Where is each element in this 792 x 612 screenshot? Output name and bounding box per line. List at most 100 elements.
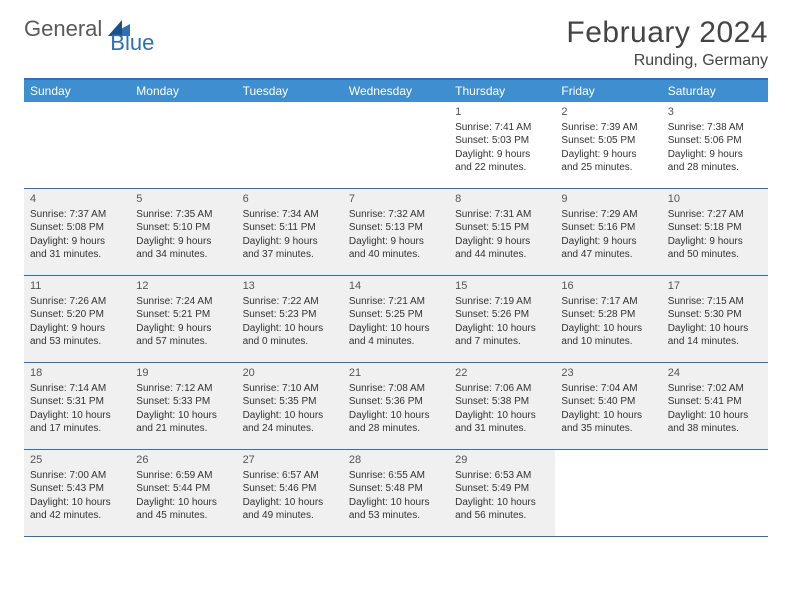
logo-text-general: General [24,16,102,42]
sunset-text: Sunset: 5:25 PM [349,308,443,322]
sunset-text: Sunset: 5:38 PM [455,395,549,409]
dl2-text: and 53 minutes. [349,509,443,523]
calendar-cell: 28Sunrise: 6:55 AMSunset: 5:48 PMDayligh… [343,450,449,536]
calendar-cell: 16Sunrise: 7:17 AMSunset: 5:28 PMDayligh… [555,276,661,362]
calendar-cell-blank [555,450,661,536]
calendar-cell: 20Sunrise: 7:10 AMSunset: 5:35 PMDayligh… [237,363,343,449]
sunrise-text: Sunrise: 6:55 AM [349,469,443,483]
dl2-text: and 40 minutes. [349,248,443,262]
calendar-cell: 27Sunrise: 6:57 AMSunset: 5:46 PMDayligh… [237,450,343,536]
calendar-cell: 17Sunrise: 7:15 AMSunset: 5:30 PMDayligh… [662,276,768,362]
sunset-text: Sunset: 5:03 PM [455,134,549,148]
dl2-text: and 22 minutes. [455,161,549,175]
sunrise-text: Sunrise: 7:14 AM [30,382,124,396]
day-header: Monday [130,80,236,102]
calendar-cell-blank [343,102,449,188]
sunrise-text: Sunrise: 7:22 AM [243,295,337,309]
dl1-text: Daylight: 9 hours [455,148,549,162]
sunset-text: Sunset: 5:11 PM [243,221,337,235]
calendar-cell: 11Sunrise: 7:26 AMSunset: 5:20 PMDayligh… [24,276,130,362]
dl1-text: Daylight: 9 hours [30,235,124,249]
location-text: Runding, Germany [566,52,768,70]
day-number: 12 [136,279,230,294]
calendar-cell: 6Sunrise: 7:34 AMSunset: 5:11 PMDaylight… [237,189,343,275]
dl2-text: and 37 minutes. [243,248,337,262]
sunset-text: Sunset: 5:36 PM [349,395,443,409]
calendar-cell: 9Sunrise: 7:29 AMSunset: 5:16 PMDaylight… [555,189,661,275]
sunrise-text: Sunrise: 7:24 AM [136,295,230,309]
sunrise-text: Sunrise: 7:10 AM [243,382,337,396]
dl1-text: Daylight: 10 hours [30,409,124,423]
dl2-text: and 57 minutes. [136,335,230,349]
dl1-text: Daylight: 10 hours [136,409,230,423]
sunrise-text: Sunrise: 7:08 AM [349,382,443,396]
day-number: 21 [349,366,443,381]
day-number: 2 [561,105,655,120]
sunrise-text: Sunrise: 7:19 AM [455,295,549,309]
calendar-cell: 19Sunrise: 7:12 AMSunset: 5:33 PMDayligh… [130,363,236,449]
day-number: 24 [668,366,762,381]
sunrise-text: Sunrise: 6:57 AM [243,469,337,483]
calendar-cell: 26Sunrise: 6:59 AMSunset: 5:44 PMDayligh… [130,450,236,536]
sunrise-text: Sunrise: 7:15 AM [668,295,762,309]
month-title: February 2024 [566,16,768,50]
day-number: 3 [668,105,762,120]
sunrise-text: Sunrise: 7:35 AM [136,208,230,222]
day-number: 16 [561,279,655,294]
dl2-text: and 21 minutes. [136,422,230,436]
sunset-text: Sunset: 5:16 PM [561,221,655,235]
sunset-text: Sunset: 5:30 PM [668,308,762,322]
sunrise-text: Sunrise: 7:41 AM [455,121,549,135]
dl1-text: Daylight: 10 hours [243,322,337,336]
day-number: 5 [136,192,230,207]
calendar-cell: 4Sunrise: 7:37 AMSunset: 5:08 PMDaylight… [24,189,130,275]
calendar-cell: 2Sunrise: 7:39 AMSunset: 5:05 PMDaylight… [555,102,661,188]
dl1-text: Daylight: 9 hours [30,322,124,336]
sunrise-text: Sunrise: 7:27 AM [668,208,762,222]
dl1-text: Daylight: 9 hours [349,235,443,249]
dl1-text: Daylight: 9 hours [243,235,337,249]
calendar-cell: 23Sunrise: 7:04 AMSunset: 5:40 PMDayligh… [555,363,661,449]
week-row: 4Sunrise: 7:37 AMSunset: 5:08 PMDaylight… [24,189,768,276]
dl1-text: Daylight: 9 hours [668,235,762,249]
sunset-text: Sunset: 5:26 PM [455,308,549,322]
day-number: 11 [30,279,124,294]
calendar-cell: 1Sunrise: 7:41 AMSunset: 5:03 PMDaylight… [449,102,555,188]
calendar-cell: 22Sunrise: 7:06 AMSunset: 5:38 PMDayligh… [449,363,555,449]
calendar-grid: SundayMondayTuesdayWednesdayThursdayFrid… [24,78,768,537]
day-number: 7 [349,192,443,207]
dl2-text: and 7 minutes. [455,335,549,349]
dl1-text: Daylight: 9 hours [136,322,230,336]
sunrise-text: Sunrise: 7:06 AM [455,382,549,396]
sunset-text: Sunset: 5:44 PM [136,482,230,496]
sunrise-text: Sunrise: 7:04 AM [561,382,655,396]
day-number: 18 [30,366,124,381]
dl1-text: Daylight: 10 hours [243,409,337,423]
dl2-text: and 49 minutes. [243,509,337,523]
title-block: February 2024 Runding, Germany [566,16,768,70]
calendar-cell: 18Sunrise: 7:14 AMSunset: 5:31 PMDayligh… [24,363,130,449]
sunrise-text: Sunrise: 7:37 AM [30,208,124,222]
dl2-text: and 4 minutes. [349,335,443,349]
logo-text-blue: Blue [110,30,154,56]
sunset-text: Sunset: 5:33 PM [136,395,230,409]
dl1-text: Daylight: 9 hours [455,235,549,249]
week-row: 18Sunrise: 7:14 AMSunset: 5:31 PMDayligh… [24,363,768,450]
day-header: Wednesday [343,80,449,102]
calendar-cell: 14Sunrise: 7:21 AMSunset: 5:25 PMDayligh… [343,276,449,362]
dl2-text: and 53 minutes. [30,335,124,349]
calendar-cell-blank [130,102,236,188]
dl1-text: Daylight: 10 hours [455,409,549,423]
day-number: 13 [243,279,337,294]
day-header: Friday [555,80,661,102]
day-number: 8 [455,192,549,207]
sunset-text: Sunset: 5:15 PM [455,221,549,235]
day-number: 23 [561,366,655,381]
day-header: Tuesday [237,80,343,102]
sunrise-text: Sunrise: 7:00 AM [30,469,124,483]
sunset-text: Sunset: 5:28 PM [561,308,655,322]
day-header: Thursday [449,80,555,102]
dl1-text: Daylight: 10 hours [668,322,762,336]
dl2-text: and 28 minutes. [349,422,443,436]
dl2-text: and 56 minutes. [455,509,549,523]
